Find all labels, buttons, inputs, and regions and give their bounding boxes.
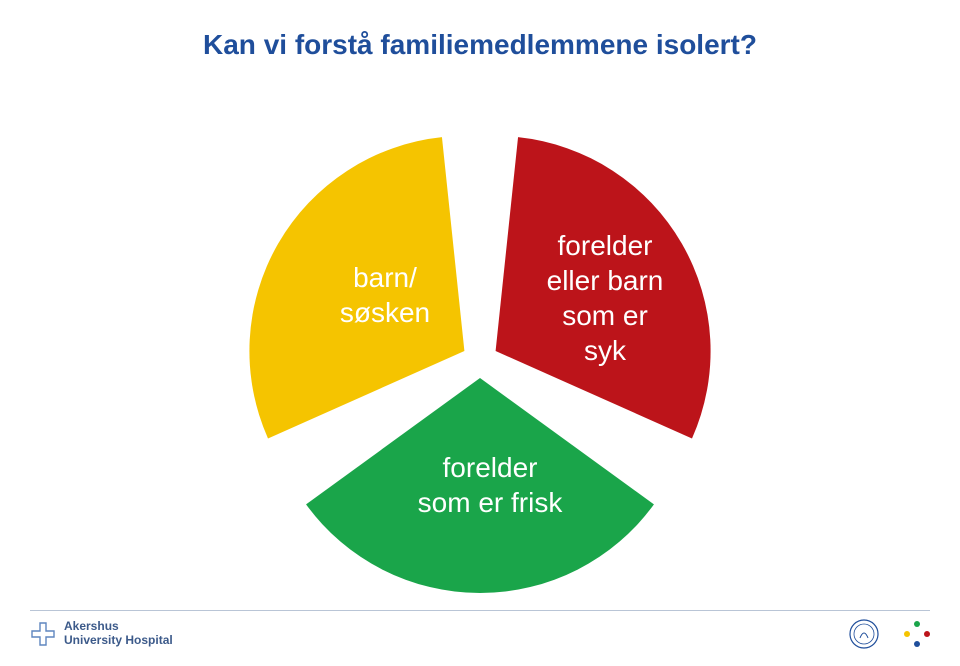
hospital-name-line1: Akershus [64, 620, 173, 634]
footer-right [848, 618, 930, 650]
family-pie-chart: barn/søskenforeldereller barnsom ersykfo… [220, 100, 740, 620]
page-title: Kan vi forstå familiemedlemmene isolert? [0, 29, 960, 61]
dots-logo-icon [904, 621, 930, 647]
footer-left: Akershus University Hospital [30, 620, 173, 648]
pie-slice-sibling [249, 137, 464, 438]
hospital-cross-icon [30, 621, 56, 647]
hospital-name: Akershus University Hospital [64, 620, 173, 648]
pie-svg [220, 100, 740, 620]
pie-slice-healthy_parent [306, 378, 654, 593]
hospital-name-line2: University Hospital [64, 634, 173, 648]
university-seal-icon [848, 618, 880, 650]
footer: Akershus University Hospital [0, 610, 960, 666]
pie-slice-sick_parent_or_child [496, 137, 711, 438]
footer-divider [30, 610, 930, 611]
